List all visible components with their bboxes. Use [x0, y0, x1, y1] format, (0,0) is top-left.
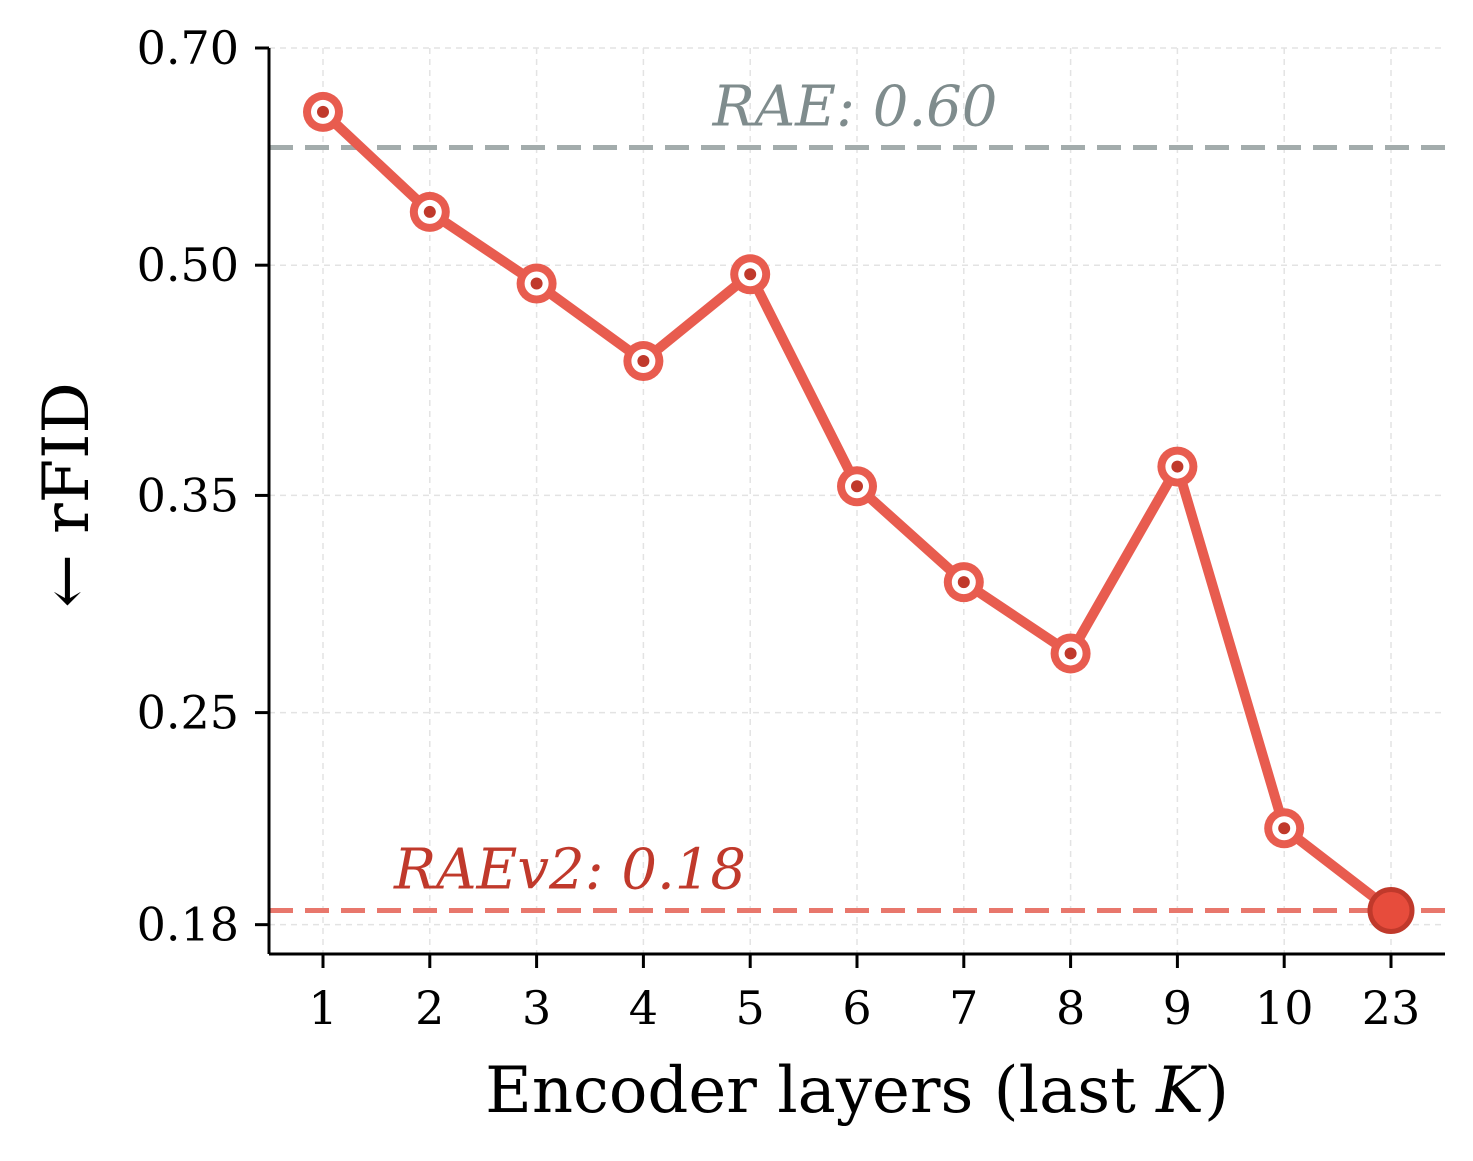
reference-label: RAEv2: 0.18 [393, 837, 746, 902]
data-point [943, 562, 984, 603]
y-tick-label: 0.25 [137, 686, 239, 740]
data-point [1264, 808, 1305, 849]
y-tick-label: 0.50 [137, 238, 239, 292]
marker-center [637, 355, 650, 368]
y-tick-label: 0.35 [137, 468, 239, 522]
data-point [1157, 446, 1198, 487]
x-tick-label: 7 [949, 981, 978, 1035]
data-point [1050, 633, 1091, 674]
data-point [409, 191, 450, 232]
x-tick-label: 3 [522, 981, 551, 1035]
y-tick-label: 0.70 [137, 21, 239, 75]
marker-center [851, 480, 863, 493]
data-points [303, 91, 1415, 934]
x-tick-label: 6 [842, 981, 871, 1035]
reference-label: RAE: 0.60 [712, 75, 998, 140]
x-tick-label: 10 [1255, 981, 1314, 1035]
x-tick-label: 2 [415, 981, 444, 1035]
data-point [730, 254, 771, 295]
y-tick-label: 0.18 [137, 898, 239, 952]
y-axis-label: ← rFID [30, 382, 104, 608]
marker-center [1278, 822, 1291, 835]
highlight-point [1367, 886, 1415, 934]
marker-center [957, 576, 970, 589]
x-tick-label: 9 [1163, 981, 1192, 1035]
marker-center [1171, 460, 1184, 473]
marker-center [317, 105, 329, 118]
x-tick-label: 4 [629, 981, 658, 1035]
marker-center [423, 205, 436, 218]
marker-center [744, 268, 757, 281]
x-tick-label: 23 [1362, 981, 1421, 1035]
x-tick-label: 8 [1056, 981, 1085, 1035]
marker-center [530, 277, 543, 290]
data-point [303, 91, 343, 132]
data-point [837, 466, 877, 507]
y-axis-ticks: 0.70 0.50 0.35 0.25 0.18 [137, 21, 269, 952]
x-tick-label: 5 [736, 981, 765, 1035]
x-tick-label: 1 [308, 981, 337, 1035]
data-point [623, 341, 664, 382]
marker-center [1064, 647, 1077, 660]
x-axis-ticks: 1 2 3 4 5 6 7 8 9 10 23 [308, 954, 1420, 1035]
x-axis-label: Encoder layers (last K) [485, 1054, 1229, 1128]
reference-lines: RAE: 0.60 RAEv2: 0.18 [269, 75, 1445, 913]
data-point [516, 263, 557, 304]
